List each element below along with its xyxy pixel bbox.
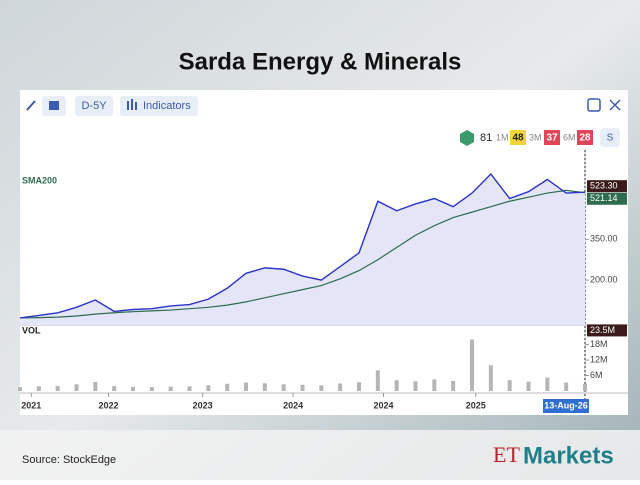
score-badge bbox=[510, 130, 526, 145]
volume-bar bbox=[187, 386, 192, 391]
indicators-button[interactable] bbox=[120, 96, 198, 116]
score-gem bbox=[460, 130, 474, 146]
expand-icon[interactable] bbox=[609, 99, 621, 111]
volume-bar bbox=[564, 382, 569, 391]
volume-bar bbox=[507, 380, 512, 391]
x-tick-label: 2021 bbox=[21, 400, 41, 410]
volume-bar bbox=[583, 383, 587, 391]
score-value: 37 bbox=[546, 133, 558, 144]
draw-icon[interactable] bbox=[26, 100, 36, 111]
volume-bar bbox=[244, 382, 248, 391]
y-tick-label: 200.00 bbox=[590, 274, 618, 284]
x-tick-label: 2024 bbox=[373, 400, 393, 410]
score-period: 3M bbox=[529, 132, 542, 142]
range-button[interactable] bbox=[75, 96, 113, 116]
last-value-tag bbox=[587, 180, 627, 193]
price-area bbox=[20, 174, 585, 325]
volume-bar bbox=[394, 380, 399, 391]
last-value-label: 23.5M bbox=[590, 325, 615, 335]
x-tick-label: 2023 bbox=[193, 400, 213, 410]
volume-bar bbox=[413, 381, 418, 391]
scores: 81 1M 48 3M 37 6M 28 S bbox=[460, 128, 620, 147]
last-value-tag bbox=[587, 192, 627, 205]
s-button[interactable] bbox=[600, 128, 620, 147]
chart-type-icon bbox=[49, 101, 59, 110]
last-value-label: 521.14 bbox=[590, 193, 618, 203]
save-icon[interactable] bbox=[587, 98, 601, 112]
last-value-label: 523.30 bbox=[590, 181, 618, 191]
legend-entry: SMA200 bbox=[22, 175, 57, 185]
score-badge bbox=[544, 130, 560, 145]
indicator-icon bbox=[131, 99, 133, 110]
score-value: 28 bbox=[579, 133, 591, 144]
volume-label: VOL bbox=[22, 325, 41, 335]
volume-bar bbox=[149, 387, 154, 391]
toolbar: D-5Y Indicators bbox=[26, 96, 621, 116]
x-tick-label: 2022 bbox=[99, 400, 119, 410]
score-overall: 81 bbox=[480, 132, 492, 144]
volume-bar bbox=[206, 385, 211, 391]
logo-markets: Markets bbox=[523, 442, 614, 469]
volume-bar bbox=[225, 383, 230, 391]
y-tick-label: 350.00 bbox=[590, 234, 618, 244]
volume-bar bbox=[74, 384, 79, 391]
x-tick-label: 2024 bbox=[283, 400, 303, 410]
volume-bar bbox=[432, 379, 437, 391]
range-label: D-5Y bbox=[81, 100, 107, 112]
volume-bar bbox=[526, 381, 531, 391]
indicator-icon bbox=[127, 101, 129, 110]
volume-bar bbox=[262, 383, 267, 391]
volume-bar bbox=[36, 386, 41, 391]
source: Source: StockEdge bbox=[22, 454, 116, 466]
volume-bar bbox=[357, 382, 361, 391]
volume-bar bbox=[168, 386, 173, 391]
volume-bar bbox=[545, 377, 550, 391]
series-line bbox=[19, 189, 586, 319]
score-badge bbox=[577, 130, 593, 145]
score-period: 1M bbox=[496, 132, 509, 142]
x-tick-label: 2025 bbox=[466, 400, 486, 410]
indicators-label: Indicators bbox=[143, 100, 191, 112]
y-tick-label: 18M bbox=[590, 339, 608, 349]
volume-bar bbox=[319, 385, 324, 391]
indicator-icon bbox=[135, 102, 137, 110]
last-value-tag bbox=[587, 324, 627, 337]
volume-bar bbox=[55, 385, 60, 391]
footer-band bbox=[0, 430, 640, 480]
logo-et: ET bbox=[493, 442, 520, 467]
volume-bar bbox=[18, 387, 22, 391]
x-cursor-tag bbox=[543, 399, 589, 413]
volume-bar bbox=[375, 370, 380, 391]
score-value: 48 bbox=[512, 133, 524, 144]
volume-bar bbox=[131, 386, 135, 391]
s-label: S bbox=[607, 133, 614, 144]
score-period: 6M bbox=[563, 132, 576, 142]
y-tick-label: 6M bbox=[590, 370, 603, 380]
volume-bar bbox=[451, 380, 456, 391]
title: Sarda Energy & Minerals bbox=[179, 48, 462, 75]
y-tick-label: 12M bbox=[590, 354, 608, 364]
volume-bar bbox=[281, 384, 286, 391]
volume-bar bbox=[112, 386, 117, 391]
volume-bar bbox=[470, 339, 474, 391]
volume-bar bbox=[300, 384, 305, 391]
volume-bar bbox=[93, 381, 98, 391]
volume-bar bbox=[488, 365, 493, 391]
x-tick-label: 13-Aug-26 bbox=[544, 400, 588, 410]
volume-bar bbox=[338, 383, 343, 391]
series-line bbox=[19, 172, 586, 319]
